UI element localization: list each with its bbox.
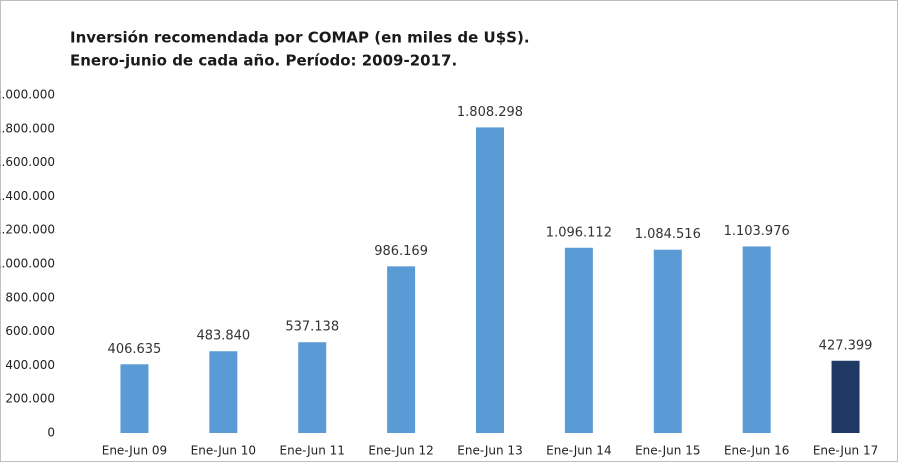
x-tick-label: Ene-Jun 10	[191, 444, 256, 458]
bar	[742, 246, 771, 433]
y-tick-label: 1.600.000	[0, 155, 55, 169]
y-tick-label: 1.200.000	[0, 223, 55, 237]
value-label: 1.808.298	[457, 105, 523, 120]
chart-subtitle: Enero-junio de cada año. Período: 2009-2…	[70, 52, 457, 70]
value-label: 1.096.112	[546, 225, 612, 240]
bar	[120, 364, 149, 433]
value-label: 986.169	[374, 244, 428, 259]
value-label: 1.103.976	[724, 224, 790, 239]
y-tick-label: 600.000	[5, 324, 55, 338]
y-tick-label: 1.400.000	[0, 189, 55, 203]
y-tick-label: 2.000.000	[0, 88, 55, 102]
bar	[209, 351, 238, 433]
value-label: 406.635	[108, 342, 162, 357]
x-tick-label: Ene-Jun 16	[724, 444, 789, 458]
x-tick-label: Ene-Jun 09	[102, 444, 167, 458]
x-tick-label: Ene-Jun 12	[368, 444, 433, 458]
x-tick-label: Ene-Jun 11	[280, 444, 345, 458]
y-tick-label: 1.800.000	[0, 121, 55, 135]
bar	[564, 247, 593, 433]
bar	[653, 249, 682, 433]
bar	[387, 266, 416, 433]
value-label: 427.399	[819, 338, 873, 353]
x-tick-label: Ene-Jun 13	[457, 444, 522, 458]
y-tick-label: 200.000	[5, 392, 55, 406]
value-label: 1.084.516	[635, 227, 701, 242]
value-label: 537.138	[285, 320, 339, 335]
y-tick-label: 0	[47, 426, 55, 440]
y-tick-label: 800.000	[5, 290, 55, 304]
x-tick-label: Ene-Jun 14	[546, 444, 611, 458]
y-tick-label: 1.000.000	[0, 257, 55, 271]
bar	[831, 360, 860, 433]
y-tick-label: 400.000	[5, 358, 55, 372]
bar	[298, 342, 327, 433]
value-label: 483.840	[196, 329, 250, 344]
x-tick-label: Ene-Jun 15	[635, 444, 700, 458]
bar	[476, 127, 504, 433]
x-tick-label: Ene-Jun 17	[813, 444, 878, 458]
chart-title: Inversión recomendada por COMAP (en mile…	[70, 29, 530, 47]
